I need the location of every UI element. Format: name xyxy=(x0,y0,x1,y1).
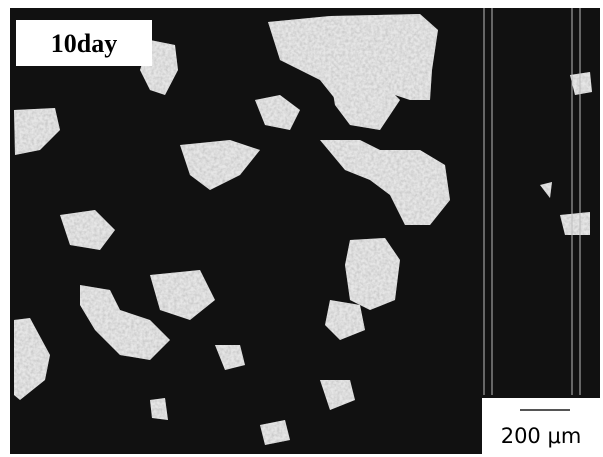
scale-bar-label: 200 μm xyxy=(501,424,582,448)
day-label: 10day xyxy=(51,29,117,58)
micrograph: 10day 200 μm xyxy=(0,0,603,457)
